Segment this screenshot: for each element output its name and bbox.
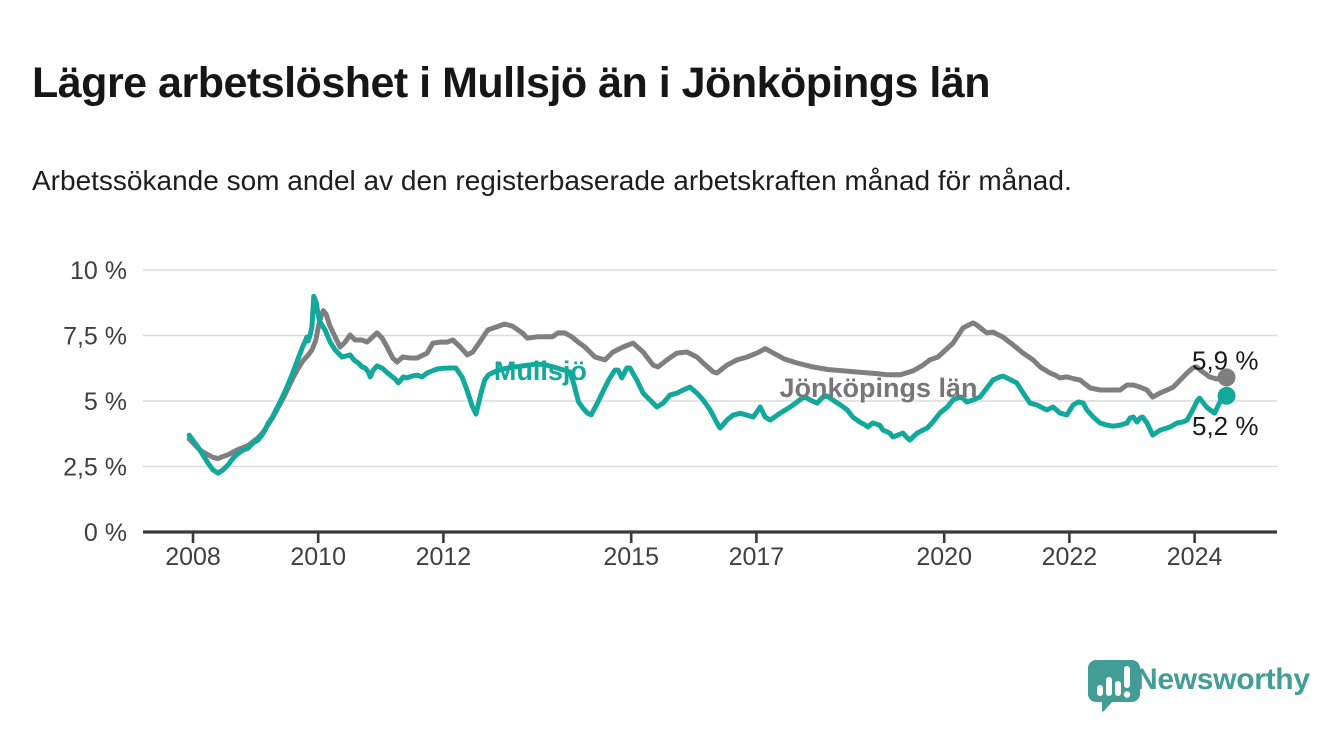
series-end-dot-jonkopings-lan — [1217, 368, 1236, 387]
series-label-mullsjo: Mullsjö — [494, 356, 587, 386]
series-line-mullsjo — [186, 293, 1229, 476]
x-tick-label: 2024 — [1167, 543, 1223, 571]
exclamation-bar — [1124, 666, 1130, 688]
x-tick-label: 2022 — [1042, 543, 1098, 571]
page-subtitle: Arbetssökande som andel av den registerb… — [32, 165, 1072, 196]
x-tick-label: 2010 — [290, 543, 346, 571]
x-tick-label: 2020 — [916, 543, 972, 571]
x-tick-label: 2012 — [416, 543, 472, 571]
y-tick-label: 2,5 % — [63, 454, 127, 482]
y-tick-label: 0 % — [84, 519, 127, 547]
page-title: Lägre arbetslöshet i Mullsjö än i Jönköp… — [32, 58, 991, 107]
y-tick-label: 7,5 % — [63, 323, 127, 351]
x-tick-label: 2015 — [603, 543, 659, 571]
brand-wordmark: Newsworthy — [1136, 663, 1310, 696]
x-tick-label: 2017 — [729, 543, 785, 571]
y-tick-label: 5 % — [84, 388, 127, 416]
end-value-label-mullsjo: 5,2 % — [1192, 411, 1259, 441]
bar-1 — [1097, 685, 1103, 696]
series-end-dot-mullsjo — [1217, 386, 1236, 405]
speech-bubble-shape — [1088, 660, 1140, 712]
bar-3 — [1115, 681, 1121, 696]
end-value-label-jonkopings-lan: 5,9 % — [1192, 345, 1259, 375]
newsworthy-logo-icon — [1088, 660, 1140, 712]
y-tick-label: 10 % — [70, 257, 127, 285]
series-label-jonkopings-lan: Jönköpings län — [779, 373, 977, 403]
exclamation-dot — [1123, 691, 1131, 698]
bar-2 — [1106, 677, 1112, 696]
x-tick-label: 2008 — [165, 543, 221, 571]
brand-logo — [1086, 658, 1142, 714]
series-line-jonkopings-lan — [186, 308, 1229, 462]
